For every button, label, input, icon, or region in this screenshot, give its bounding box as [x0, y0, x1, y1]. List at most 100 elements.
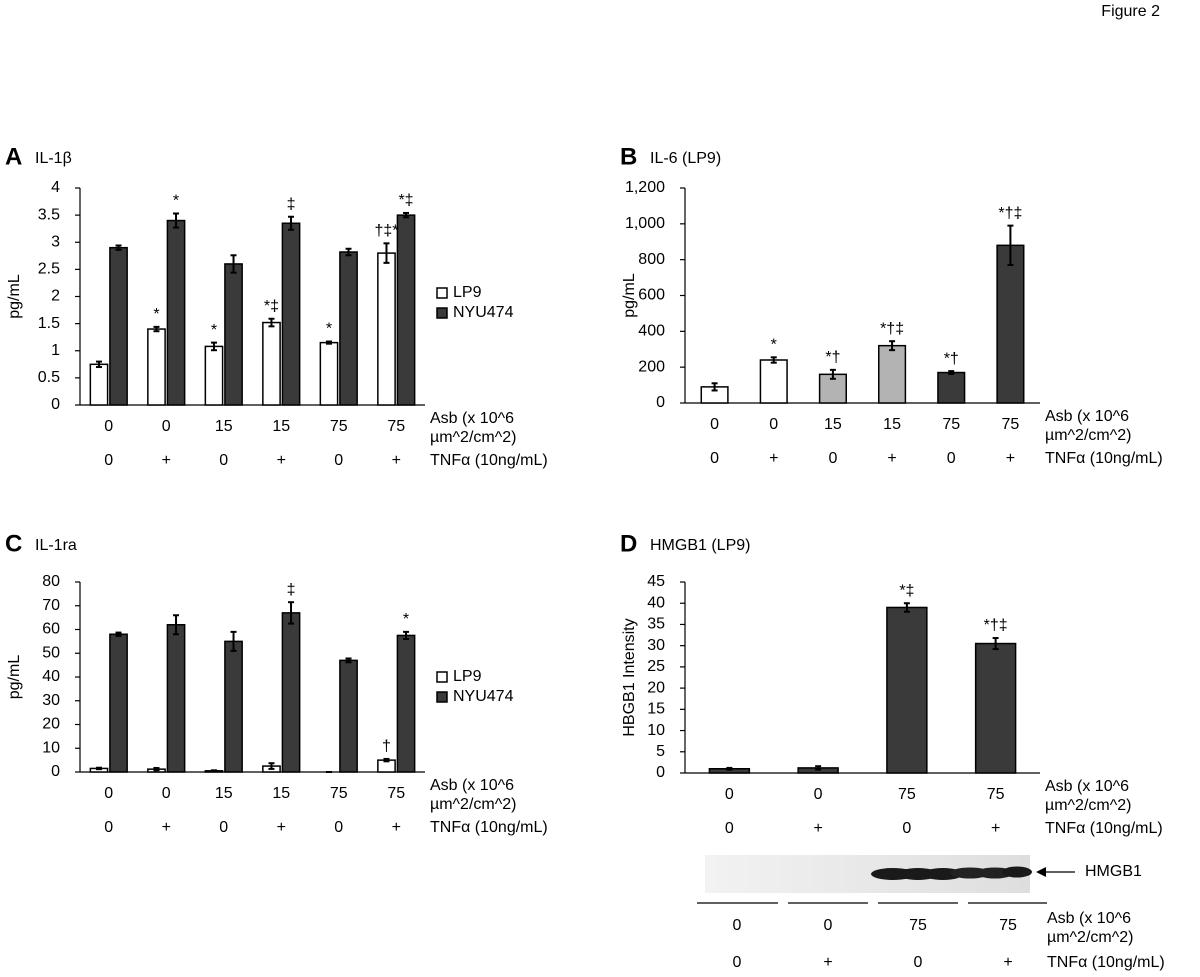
tnf-axis-label: TNFα (10ng/mL): [430, 819, 548, 836]
y-tick-label: 10: [42, 739, 60, 756]
y-axis-label: pg/mL: [6, 274, 23, 319]
tnf-axis-label: TNFα (10ng/mL): [430, 452, 548, 469]
panel-title: IL-1β: [35, 150, 72, 167]
significance-mark: *†‡: [998, 205, 1022, 222]
blot-tnf: 0: [733, 954, 742, 971]
significance-mark: *: [771, 337, 777, 354]
tnf-label: +: [1006, 450, 1015, 467]
x-tick-label: 0: [725, 786, 734, 803]
y-tick-label: 40: [647, 594, 665, 611]
bar: [878, 344, 907, 404]
y-tick-label: 10: [647, 722, 665, 739]
y-tick-label: 1.5: [38, 315, 60, 332]
significance-mark: †‡*: [374, 223, 398, 240]
x-tick-label: 15: [272, 785, 290, 802]
x-tick-label: 75: [330, 785, 348, 802]
y-axis-label: pg/mL: [621, 273, 638, 318]
x-tick-label: 75: [330, 418, 348, 435]
y-tick-label: 5: [656, 743, 665, 760]
x-tick-label: 75: [387, 418, 405, 435]
legend-swatch: [436, 691, 448, 703]
y-tick-label: 2: [51, 288, 60, 305]
asb-label: Asb (x 10^6: [1045, 778, 1129, 795]
significance-mark: †: [382, 738, 391, 755]
y-tick-label: 50: [42, 644, 60, 661]
bar: [339, 251, 358, 406]
significance-mark: *: [153, 306, 159, 323]
y-tick-label: 0: [51, 763, 60, 780]
significance-mark: *: [403, 611, 409, 628]
bar: [224, 640, 243, 773]
panel-letter: C: [5, 530, 22, 557]
blot-asb: 75: [999, 917, 1017, 934]
y-tick-label: 4: [51, 179, 60, 196]
tnf-label: 0: [334, 452, 343, 469]
panel-letter: B: [620, 143, 637, 170]
y-tick-label: 30: [42, 692, 60, 709]
tnf-label: +: [392, 819, 401, 836]
tnf-label: 0: [104, 452, 113, 469]
tnf-label: 0: [902, 820, 911, 837]
significance-mark: *‡: [899, 582, 914, 599]
asb-label: Asb (x 10^6: [430, 777, 514, 794]
asb-label: µm^2/cm^2): [430, 429, 516, 446]
x-tick-label: 75: [387, 785, 405, 802]
x-tick-label: 0: [162, 785, 171, 802]
x-tick-label: 0: [710, 416, 719, 433]
asb-label: µm^2/cm^2): [1045, 797, 1131, 814]
tnf-label: 0: [828, 450, 837, 467]
x-tick-label: 0: [104, 785, 113, 802]
bar: [396, 634, 416, 773]
y-tick-label: 1,000: [625, 215, 665, 232]
x-tick-label: 15: [215, 785, 233, 802]
significance-mark: *†: [825, 349, 840, 366]
tnf-label: +: [277, 452, 286, 469]
blot-band: [1002, 866, 1032, 878]
blot-label: HMGB1: [1085, 863, 1142, 880]
y-tick-label: 30: [647, 637, 665, 654]
panel-letter: D: [620, 530, 637, 557]
significance-mark: *†‡: [984, 617, 1008, 634]
y-tick-label: 45: [647, 573, 665, 590]
tnf-label: 0: [104, 819, 113, 836]
asb-label: Asb (x 10^6: [1045, 408, 1129, 425]
x-tick-label: 0: [104, 418, 113, 435]
bar: [204, 345, 224, 406]
asb-label: µm^2/cm^2): [1045, 427, 1131, 444]
tnf-label: +: [162, 452, 171, 469]
significance-mark: *†: [944, 350, 959, 367]
blot-asb: 75: [909, 917, 927, 934]
tnf-axis-label: TNFα (10ng/mL): [1047, 954, 1165, 971]
bar: [224, 263, 243, 406]
bar: [377, 252, 396, 406]
blot-tnf: 0: [914, 954, 923, 971]
bar: [89, 363, 109, 406]
tnf-label: 0: [710, 450, 719, 467]
x-tick-label: 15: [215, 418, 233, 435]
y-tick-label: 40: [42, 668, 60, 685]
y-tick-label: 80: [42, 573, 60, 590]
tnf-axis-label: TNFα (10ng/mL): [1045, 820, 1163, 837]
y-tick-label: 3: [51, 233, 60, 250]
y-tick-label: 70: [42, 597, 60, 614]
blot-tnf: +: [1003, 954, 1012, 971]
bar: [281, 222, 301, 406]
significance-mark: *: [326, 321, 332, 338]
bar: [281, 612, 301, 773]
legend-label: LP9: [453, 284, 482, 301]
bar: [109, 246, 128, 406]
significance-mark: ‡: [287, 581, 296, 598]
western-blot: [697, 855, 1075, 904]
blot-asb: 0: [733, 917, 742, 934]
legend-label: NYU474: [453, 688, 514, 705]
significance-mark: *†‡: [880, 320, 904, 337]
tnf-label: 0: [219, 819, 228, 836]
x-tick-label: 15: [824, 416, 842, 433]
panel-title: IL-6 (LP9): [650, 150, 721, 167]
x-tick-label: 0: [814, 786, 823, 803]
y-tick-label: 600: [638, 287, 665, 304]
bar: [396, 214, 416, 406]
x-tick-label: 15: [883, 416, 901, 433]
y-tick-label: 800: [638, 251, 665, 268]
y-tick-label: 25: [647, 658, 665, 675]
